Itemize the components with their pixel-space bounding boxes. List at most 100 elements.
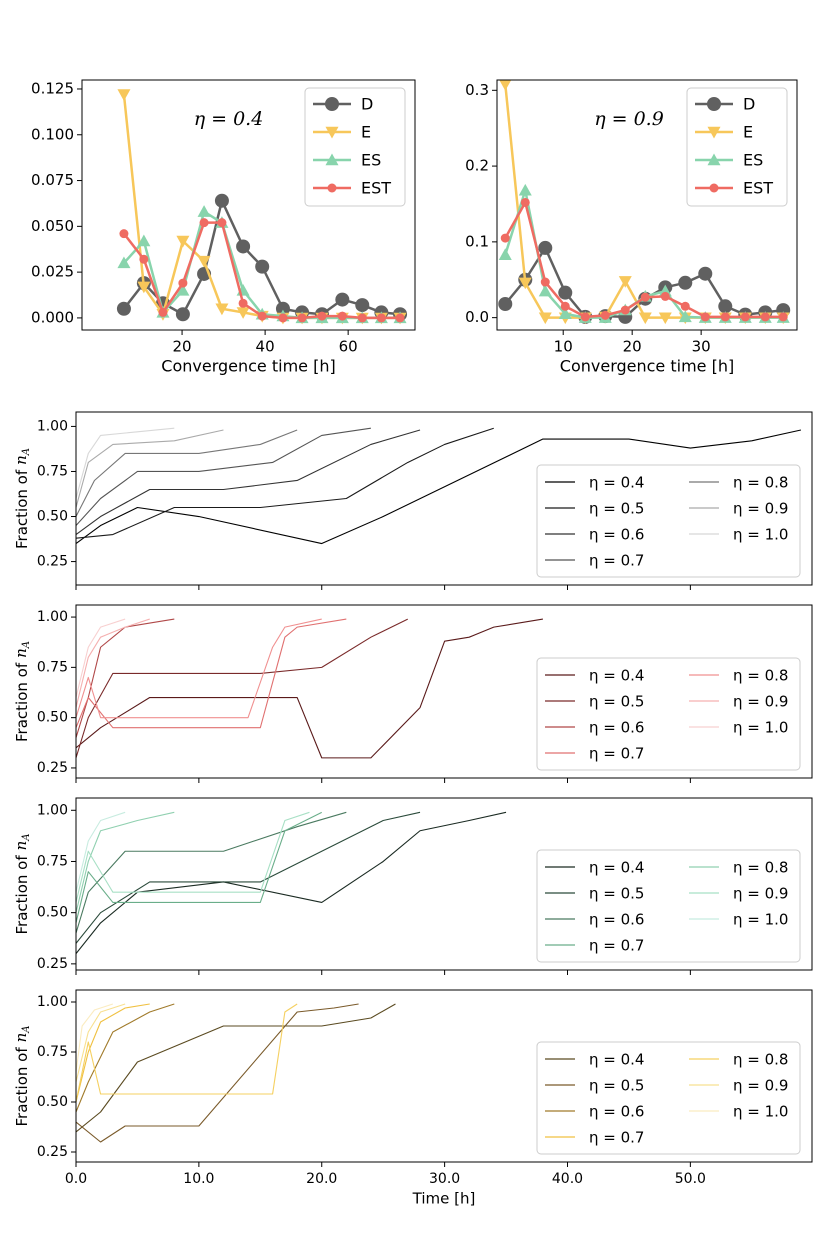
marker (317, 311, 327, 321)
marker (395, 313, 405, 323)
marker (580, 312, 590, 322)
marker (760, 312, 770, 322)
marker (376, 313, 386, 323)
series-line (76, 1003, 175, 1113)
y-tick-label: 0.000 (31, 308, 74, 326)
legend-label: D (361, 95, 373, 114)
y-tick-label: 0.75 (37, 853, 68, 869)
legend-label: η = 0.6 (589, 1103, 644, 1121)
legend-label: η = 0.6 (589, 911, 644, 929)
series-group (76, 811, 507, 954)
y-axis-label-var: n (12, 648, 30, 658)
y-tick-label: 0.50 (37, 710, 68, 726)
y-tick-label: 0.025 (31, 263, 74, 281)
legend-label: ES (361, 151, 381, 170)
marker (660, 291, 670, 301)
y-axis-label: Fraction of nA (12, 833, 32, 934)
x-axis-label: Time [h] (412, 1190, 476, 1208)
legend-label: E (361, 123, 371, 142)
panel: 0.000 0.025 0.050 0.075 0.100 0.125 20 40 60 η = … (31, 79, 416, 376)
marker (720, 312, 730, 322)
marker (197, 205, 211, 217)
y-tick-label: 0.050 (31, 217, 74, 235)
y-axis-label: Fraction of nA (12, 641, 32, 742)
legend-label: η = 1.0 (733, 911, 788, 929)
y-axis-label-text: Fraction of (13, 855, 31, 935)
series-line (76, 1003, 298, 1103)
legend-label: η = 0.7 (589, 552, 644, 570)
marker (176, 235, 190, 248)
y-tick-label: 0.3 (465, 81, 489, 99)
legend-label: η = 0.7 (589, 937, 644, 955)
legend-label: η = 1.0 (733, 526, 788, 544)
y-tick-label: 0.125 (31, 79, 74, 97)
marker (778, 312, 788, 322)
series-line (76, 618, 543, 759)
y-axis-label-sub: A (21, 1025, 32, 1033)
legend-label: η = 0.5 (589, 500, 644, 518)
x-tick-label: 0.0 (65, 1171, 87, 1187)
x-axis-label: Convergence time [h] (161, 357, 335, 376)
marker (197, 255, 211, 268)
marker (139, 254, 149, 264)
annotation: η = 0.4 (194, 108, 264, 130)
legend-label: η = 0.4 (589, 667, 644, 685)
marker (498, 248, 512, 260)
marker (500, 233, 510, 243)
series-line (76, 429, 421, 535)
x-tick-label: 10 (554, 338, 573, 356)
marker (618, 276, 632, 288)
legend-label: EST (361, 179, 391, 198)
x-tick-label: 20.0 (306, 1171, 337, 1187)
marker (540, 277, 550, 287)
marker (116, 301, 131, 316)
y-tick-label: 0.50 (37, 509, 68, 525)
marker (560, 301, 570, 311)
series-line (76, 811, 347, 934)
y-tick-label: 0.075 (31, 171, 74, 189)
marker (158, 307, 168, 317)
series-line (76, 618, 126, 698)
y-tick-label: 0.2 (465, 157, 489, 175)
series-group (76, 1003, 396, 1143)
marker (117, 256, 131, 269)
series-line (76, 1003, 359, 1143)
marker (678, 310, 692, 323)
marker (499, 80, 512, 91)
x-tick-label: 30 (692, 338, 711, 356)
legend-label: η = 1.0 (733, 719, 788, 737)
marker (278, 313, 288, 323)
marker (257, 311, 267, 321)
axes-frame (75, 989, 813, 1163)
legend-box (686, 87, 788, 207)
legend-label: η = 0.7 (589, 1129, 644, 1147)
series-line (76, 427, 175, 499)
panel: 0.25 0.50 0.75 1.00 Fraction of nAη = 0.4 η = … (12, 797, 813, 975)
series-line (76, 811, 310, 903)
y-axis-label-var: n (12, 1033, 30, 1043)
legend-label: η = 0.4 (589, 859, 644, 877)
y-tick-label: 1.00 (37, 609, 68, 625)
panel: 0.25 0.50 0.75 1.00 Fraction of nAη = 0.4 η = … (12, 604, 813, 783)
marker (236, 239, 251, 254)
series-group (76, 618, 543, 759)
axes-frame (75, 411, 813, 586)
legend-label: η = 0.6 (589, 719, 644, 737)
series-line (76, 618, 322, 719)
legend-label: E (743, 123, 753, 142)
series-line (76, 618, 408, 759)
y-axis-label-var: n (12, 841, 30, 851)
series-line (76, 1003, 114, 1073)
series-line (76, 429, 224, 508)
x-tick-label: 40 (256, 338, 275, 356)
marker (117, 89, 131, 101)
x-tick-label: 50.0 (675, 1171, 706, 1187)
axes-frame (75, 604, 813, 779)
marker (718, 299, 733, 314)
legend-label: η = 0.8 (733, 667, 788, 685)
marker (297, 313, 307, 323)
y-tick-label: 1.00 (37, 802, 68, 818)
series-line (76, 427, 494, 539)
marker (658, 312, 672, 325)
y-axis-label-text: Fraction of (13, 662, 31, 742)
